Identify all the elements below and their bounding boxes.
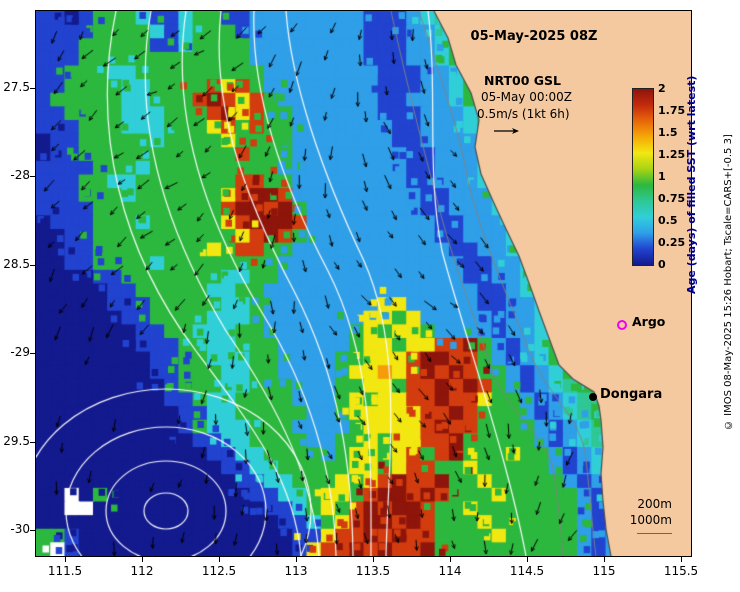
colorbar-tick-label: 0 (658, 258, 666, 271)
x-tick-mark (142, 557, 143, 562)
colorbar-tick-label: 0.75 (658, 192, 686, 205)
x-tick-mark (527, 557, 528, 562)
colorbar-tick-label: 1.5 (658, 126, 678, 139)
x-tick-mark (604, 557, 605, 562)
colorbar-tick-label: 1.25 (658, 148, 686, 161)
sst-age-map-canvas (36, 11, 691, 556)
y-tick-mark (30, 530, 35, 531)
x-tick-mark (219, 557, 220, 562)
credit-text: © IMOS 08-May-2025 15:26 Hobart; Tscale=… (723, 134, 734, 431)
x-tick-mark (450, 557, 451, 562)
reference-arrow-icon (494, 128, 519, 134)
y-tick-label: -29 (10, 345, 30, 359)
x-tick-label: 113 (284, 564, 308, 578)
x-tick-label: 114.5 (509, 564, 545, 578)
y-tick-label: 29.5 (3, 434, 30, 448)
y-tick-label: -30 (10, 522, 30, 536)
y-tick-label: 27.5 (3, 80, 30, 94)
x-tick-label: 113.5 (355, 564, 391, 578)
x-tick-mark (296, 557, 297, 562)
x-tick-label: 111.5 (47, 564, 83, 578)
model-time: 05-May 00:00Z (481, 90, 573, 104)
dongara-label: Dongara (600, 387, 663, 402)
x-tick-label: 114 (438, 564, 462, 578)
vector-scale-label: 0.5m/s (1kt 6h) (477, 107, 570, 121)
colorbar-tick-label: 0.25 (658, 236, 686, 249)
isobath-line-sample (637, 533, 672, 534)
isobath-200m-label: 200m (637, 497, 672, 511)
colorbar-gradient (633, 89, 653, 265)
colorbar-tick-label: 2 (658, 82, 666, 95)
argo-float-marker (617, 320, 627, 330)
x-tick-label: 112 (130, 564, 154, 578)
x-tick-label: 115 (592, 564, 616, 578)
x-tick-mark (373, 557, 374, 562)
map-timestamp: 05-May-2025 08Z (470, 29, 598, 44)
y-tick-label: -28 (10, 168, 30, 182)
y-tick-mark (30, 176, 35, 177)
colorbar-tick-label: 0.5 (658, 214, 678, 227)
y-tick-mark (30, 265, 35, 266)
y-tick-label: 28.5 (3, 257, 30, 271)
y-tick-mark (30, 442, 35, 443)
colorbar-tick-label: 1 (658, 170, 666, 183)
y-tick-mark (30, 88, 35, 89)
colorbar-title: Age (days) of filled SST (wrt latest) (685, 75, 698, 295)
y-tick-mark (30, 353, 35, 354)
isobath-1000m-label: 1000m (629, 513, 672, 527)
model-label: NRT00 GSL (484, 73, 562, 88)
dongara-town-marker (589, 393, 597, 401)
x-tick-mark (681, 557, 682, 562)
map-plot-area (35, 10, 692, 557)
x-tick-label: 112.5 (201, 564, 237, 578)
colorbar-tick-label: 1.75 (658, 104, 686, 117)
colorbar (632, 88, 654, 266)
argo-label: Argo (632, 314, 666, 329)
x-tick-mark (65, 557, 66, 562)
x-tick-label: 115.5 (663, 564, 699, 578)
